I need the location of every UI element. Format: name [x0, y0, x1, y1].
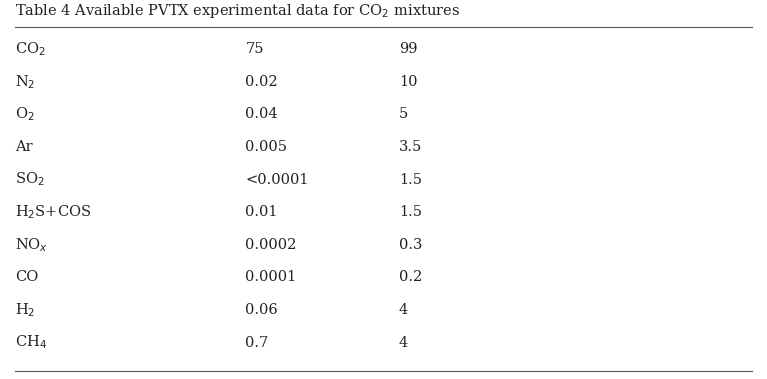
- Text: 4: 4: [399, 336, 408, 349]
- Text: <0.0001: <0.0001: [245, 173, 309, 186]
- Text: 0.0002: 0.0002: [245, 238, 297, 252]
- Text: 0.04: 0.04: [245, 108, 278, 121]
- Text: 0.005: 0.005: [245, 140, 288, 154]
- Text: 0.2: 0.2: [399, 271, 422, 284]
- Text: CO: CO: [15, 271, 38, 284]
- Text: H$_2$: H$_2$: [15, 301, 35, 319]
- Text: 4: 4: [399, 303, 408, 317]
- Text: 0.06: 0.06: [245, 303, 278, 317]
- Text: 1.5: 1.5: [399, 173, 422, 186]
- Text: NO$_x$: NO$_x$: [15, 236, 48, 254]
- Text: SO$_2$: SO$_2$: [15, 171, 45, 188]
- Text: 1.5: 1.5: [399, 205, 422, 219]
- Text: 99: 99: [399, 42, 417, 56]
- Text: CO$_2$: CO$_2$: [15, 41, 46, 58]
- Text: 0.7: 0.7: [245, 336, 268, 349]
- Text: N$_2$: N$_2$: [15, 73, 36, 91]
- Text: 0.02: 0.02: [245, 75, 278, 89]
- Text: Table 4 Available PVTX experimental data for CO$_2$ mixtures: Table 4 Available PVTX experimental data…: [15, 2, 460, 20]
- Text: 0.0001: 0.0001: [245, 271, 297, 284]
- Text: CH$_4$: CH$_4$: [15, 334, 48, 351]
- Text: Ar: Ar: [15, 140, 33, 154]
- Text: 3.5: 3.5: [399, 140, 422, 154]
- Text: H$_2$S+COS: H$_2$S+COS: [15, 204, 92, 221]
- Text: 0.01: 0.01: [245, 205, 278, 219]
- Text: 10: 10: [399, 75, 417, 89]
- Text: 5: 5: [399, 108, 408, 121]
- Text: O$_2$: O$_2$: [15, 106, 35, 123]
- Text: 0.3: 0.3: [399, 238, 422, 252]
- Text: 75: 75: [245, 42, 264, 56]
